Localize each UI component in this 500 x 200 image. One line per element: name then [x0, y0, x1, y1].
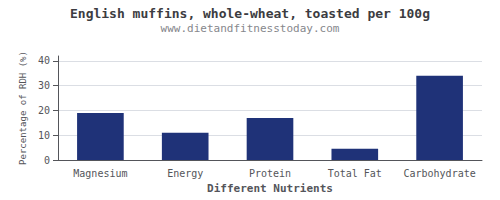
svg-text:Energy: Energy	[167, 168, 203, 179]
svg-text:20: 20	[38, 105, 50, 116]
svg-text:10: 10	[38, 130, 50, 141]
svg-text:0: 0	[44, 155, 50, 166]
svg-text:Carbohydrate: Carbohydrate	[403, 168, 475, 179]
svg-text:Protein: Protein	[249, 168, 291, 179]
svg-text:Total Fat: Total Fat	[328, 168, 382, 179]
svg-text:Different Nutrients: Different Nutrients	[207, 182, 333, 195]
svg-text:Percentage of RDH (%): Percentage of RDH (%)	[18, 51, 28, 165]
svg-text:English muffins, whole-wheat,: English muffins, whole-wheat, toasted pe…	[70, 6, 430, 21]
svg-text:www.dietandfitnesstoday.com: www.dietandfitnesstoday.com	[161, 22, 340, 35]
svg-text:Magnesium: Magnesium	[73, 168, 127, 179]
svg-text:30: 30	[38, 80, 50, 91]
svg-text:40: 40	[38, 55, 50, 66]
